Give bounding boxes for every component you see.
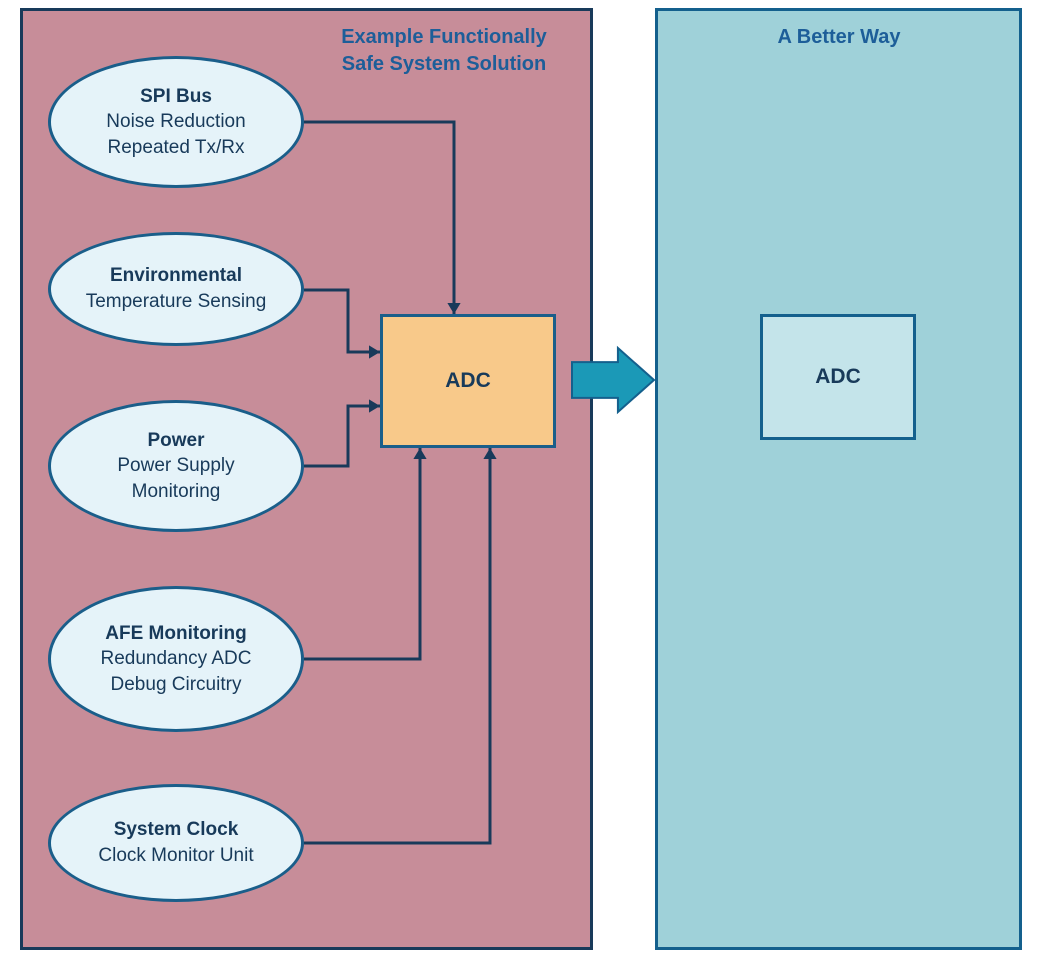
connector-line: [304, 290, 380, 352]
big-arrow-icon: [572, 348, 654, 412]
connector-line: [304, 122, 454, 314]
connector-layer: [0, 0, 1043, 960]
connector-line: [304, 448, 420, 659]
connector-arrowhead: [483, 448, 496, 459]
connector-line: [304, 406, 380, 466]
connector-arrowhead: [447, 303, 460, 314]
connector-arrowhead: [413, 448, 426, 459]
connector-arrowhead: [369, 399, 380, 412]
connector-arrowhead: [369, 345, 380, 358]
connector-line: [304, 448, 490, 843]
